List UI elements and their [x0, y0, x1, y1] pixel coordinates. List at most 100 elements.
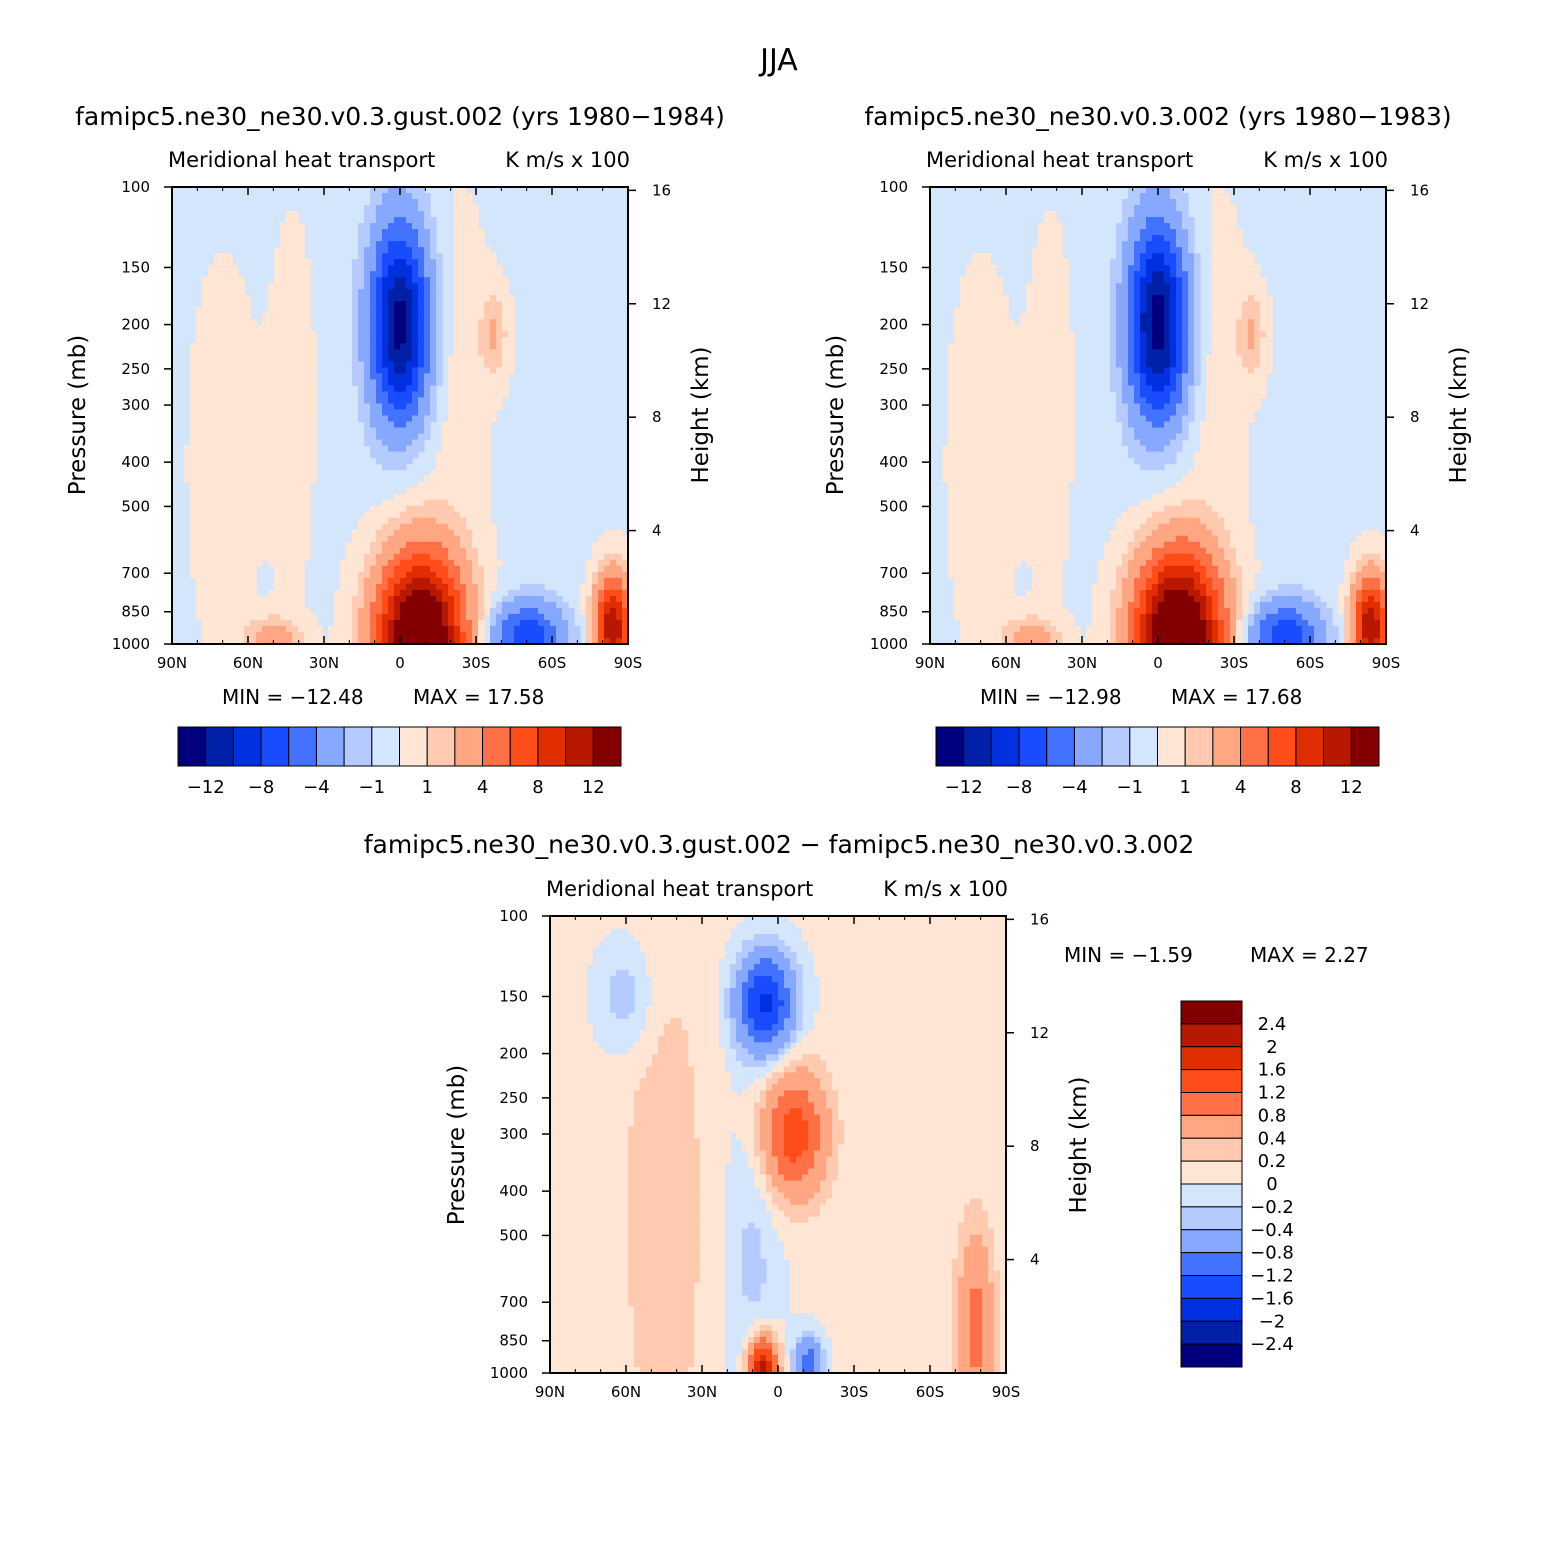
- panel-0-field-cell: [268, 637, 275, 644]
- panel-1-field-cell: [1158, 391, 1165, 399]
- panel-1-field-cell: [1224, 343, 1231, 350]
- panel-0-field-cell: [220, 613, 227, 621]
- panel-0-field-cell: [364, 313, 371, 320]
- panel-1-field-cell: [984, 283, 991, 290]
- panel-1-field-cell: [1038, 313, 1045, 320]
- panel-1-field-cell: [1206, 361, 1213, 368]
- panel-1-field-cell: [1026, 469, 1033, 477]
- panel-0-field-cell: [298, 523, 305, 531]
- panel-1-field-cell: [1218, 337, 1225, 344]
- panel-0-field-cell: [190, 349, 197, 356]
- panel-1-field-cell: [1158, 415, 1165, 423]
- panel-1-field-cell: [984, 445, 991, 453]
- panel-0-field-cell: [244, 379, 251, 387]
- panel-0-field-cell: [352, 529, 359, 537]
- panel-0-field-cell: [190, 451, 197, 459]
- panel-0-field-cell: [358, 373, 365, 381]
- panel-0-field-cell: [268, 319, 275, 326]
- panel-0-field-cell: [376, 619, 383, 627]
- panel-0-field-cell: [502, 277, 509, 284]
- panel-0-field-cell: [454, 283, 461, 290]
- panel-0-field-cell: [412, 217, 419, 224]
- panel-0-field-cell: [364, 439, 371, 447]
- panel-1-field-cell: [1164, 199, 1171, 206]
- panel-1-field-cell: [1056, 307, 1063, 314]
- panel-0-field-cell: [592, 577, 599, 585]
- panel-0-field-cell: [280, 631, 287, 639]
- panel-0-field-cell: [484, 427, 491, 435]
- panel-0-field-cell: [214, 379, 221, 387]
- panel-0-field-cell: [214, 493, 221, 501]
- panel-0-field-cell: [310, 379, 317, 387]
- panel-1-field-cell: [1044, 451, 1051, 459]
- panel-0-field-cell: [400, 337, 407, 344]
- panel-0-field-cell: [358, 277, 365, 284]
- panel-0-field-cell: [364, 349, 371, 356]
- panel-0-field-cell: [526, 625, 533, 633]
- panel-0-field-cell: [472, 403, 479, 411]
- panel-1-field-cell: [1050, 241, 1057, 248]
- panel-0-field-cell: [454, 415, 461, 423]
- panel-0-field-cell: [400, 253, 407, 260]
- panel-0-field-cell: [238, 331, 245, 338]
- panel-0-field-cell: [418, 637, 425, 644]
- panel-1-field-cell: [1134, 403, 1141, 411]
- panel-1-field-cell: [990, 481, 997, 489]
- panel-0-y2-tick-label: 16: [652, 181, 671, 199]
- panel-0-field-cell: [394, 433, 401, 441]
- panel-0-field-cell: [442, 469, 449, 477]
- panel-1-field-cell: [1194, 259, 1201, 266]
- panel-0-field-cell: [406, 427, 413, 435]
- panel-0-field-cell: [622, 601, 628, 609]
- panel-0-field-cell: [394, 625, 401, 633]
- panel-1-field-cell: [978, 277, 985, 284]
- panel-0-field-cell: [304, 607, 311, 615]
- panel-0-field-cell: [436, 499, 443, 507]
- panel-0-field-cell: [238, 445, 245, 453]
- panel-0-field-cell: [298, 613, 305, 621]
- panel-1-field-cell: [1170, 397, 1177, 405]
- panel-0-field-cell: [220, 463, 227, 471]
- panel-0-field-cell: [406, 577, 413, 585]
- panel-1-field-cell: [1128, 283, 1135, 290]
- panel-0-field-cell: [358, 229, 365, 236]
- panel-0-field-cell: [448, 631, 455, 639]
- panel-1-field-cell: [1140, 391, 1147, 399]
- panel-0-field-cell: [400, 247, 407, 254]
- panel-0-field-cell: [454, 631, 461, 639]
- panel-1-field-cell: [1194, 475, 1201, 483]
- panel-1-field-cell: [1056, 433, 1063, 441]
- panel-0-field-cell: [286, 475, 293, 483]
- panel-0-field-cell: [472, 523, 479, 531]
- panel-0-field-cell: [274, 307, 281, 314]
- panel-0-field-cell: [376, 529, 383, 537]
- panel-0-field-cell: [448, 583, 455, 591]
- panel-1-field-cell: [1134, 373, 1141, 381]
- panel-1-field-cell: [1116, 283, 1123, 290]
- panel-1-field-cell: [1122, 367, 1129, 374]
- panel-0-field-cell: [400, 325, 407, 332]
- panel-0-field-cell: [370, 619, 377, 627]
- panel-0-field-cell: [310, 355, 317, 362]
- panel-0-field-cell: [340, 613, 347, 621]
- panel-1-field-cell: [1038, 433, 1045, 441]
- panel-0-colorbar-swatch: [426, 726, 456, 767]
- panel-0-field-cell: [280, 241, 287, 248]
- panel-0-field-cell: [232, 613, 239, 621]
- panel-0-field-cell: [376, 217, 383, 224]
- panel-0-field-cell: [394, 463, 401, 471]
- panel-0-field-cell: [436, 547, 443, 555]
- panel-0-field-cell: [244, 589, 251, 597]
- panel-1-field-cell: [972, 277, 979, 284]
- panel-1-field-cell: [978, 265, 985, 272]
- panel-1-field-cell: [1134, 193, 1141, 200]
- panel-0-field-cell: [586, 637, 593, 644]
- panel-0-field-cell: [286, 493, 293, 501]
- panel-1-field-cell: [1032, 313, 1039, 320]
- panel-1-field-cell: [1044, 421, 1051, 429]
- panel-0-field-cell: [388, 265, 395, 272]
- panel-0-field-cell: [490, 529, 497, 537]
- panel-0-field-cell: [484, 385, 491, 393]
- panel-0-field-cell: [286, 283, 293, 290]
- panel-1-field-cell: [996, 445, 1003, 453]
